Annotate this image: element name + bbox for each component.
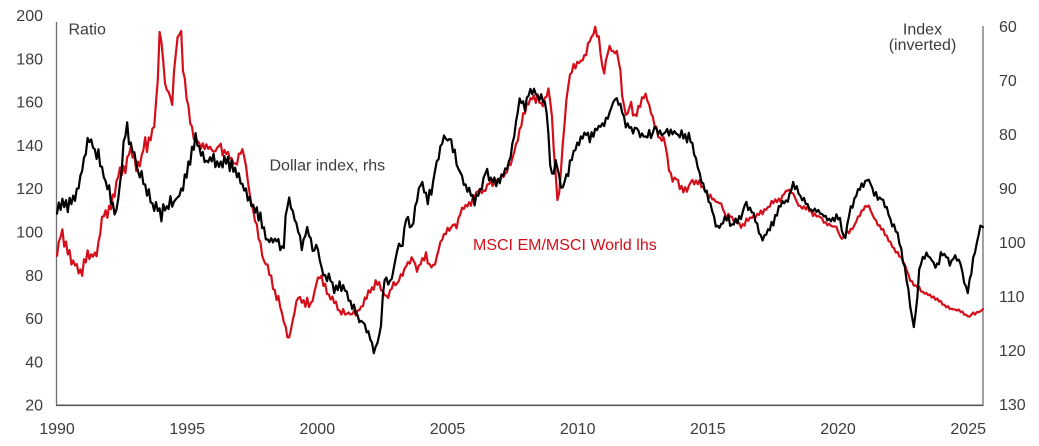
- svg-text:2015: 2015: [690, 421, 726, 438]
- svg-text:180: 180: [16, 51, 43, 68]
- svg-text:2010: 2010: [560, 421, 596, 438]
- svg-text:1995: 1995: [169, 421, 205, 438]
- svg-text:60: 60: [25, 311, 43, 328]
- svg-text:Dollar index, rhs: Dollar index, rhs: [270, 158, 386, 175]
- svg-text:Ratio: Ratio: [69, 22, 106, 39]
- svg-text:80: 80: [999, 127, 1017, 144]
- svg-text:100: 100: [999, 235, 1026, 252]
- svg-text:90: 90: [999, 181, 1017, 198]
- svg-text:80: 80: [25, 268, 43, 285]
- svg-text:MSCI EM/MSCI World lhs: MSCI EM/MSCI World lhs: [473, 237, 657, 254]
- svg-text:60: 60: [999, 19, 1017, 36]
- svg-text:200: 200: [16, 8, 43, 25]
- svg-text:Index: Index: [903, 21, 942, 38]
- svg-text:70: 70: [999, 73, 1017, 90]
- svg-text:100: 100: [16, 225, 43, 242]
- svg-text:20: 20: [25, 398, 43, 415]
- svg-text:120: 120: [999, 343, 1026, 360]
- svg-text:140: 140: [16, 138, 43, 155]
- svg-text:110: 110: [999, 289, 1025, 306]
- svg-text:2005: 2005: [430, 421, 466, 438]
- svg-text:120: 120: [16, 181, 43, 198]
- svg-text:2000: 2000: [300, 421, 336, 438]
- svg-text:2020: 2020: [820, 421, 856, 438]
- svg-text:40: 40: [25, 354, 43, 371]
- svg-text:130: 130: [999, 397, 1026, 414]
- svg-text:2025: 2025: [950, 421, 986, 438]
- svg-text:1990: 1990: [39, 421, 75, 438]
- svg-text:(inverted): (inverted): [889, 37, 957, 54]
- svg-text:160: 160: [16, 95, 43, 112]
